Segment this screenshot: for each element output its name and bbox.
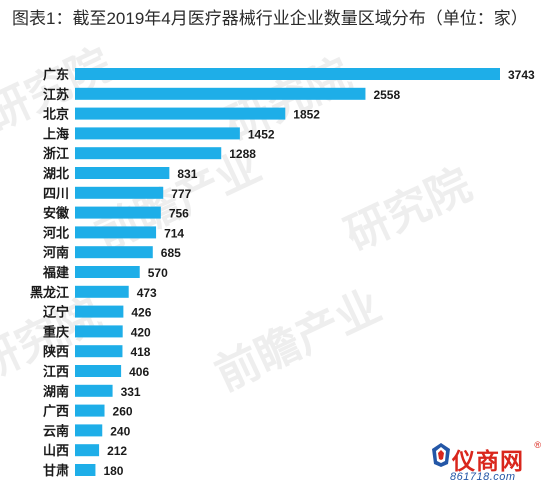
bar <box>75 186 164 199</box>
value-label: 240 <box>110 424 130 438</box>
value-label: 420 <box>131 325 151 339</box>
value-label: 777 <box>171 187 191 201</box>
value-label: 714 <box>164 226 184 240</box>
bar <box>75 226 157 239</box>
bar <box>75 68 500 80</box>
category-label: 黑龙江 <box>30 285 69 300</box>
category-label: 广西 <box>43 404 69 419</box>
logo-registered: ® <box>534 440 541 450</box>
category-label: 河北 <box>43 225 69 240</box>
bar <box>75 87 366 100</box>
bar <box>75 127 240 140</box>
bar <box>75 404 105 417</box>
value-label: 831 <box>177 167 197 181</box>
bar <box>75 444 100 457</box>
value-label: 180 <box>103 464 123 478</box>
bar <box>75 266 140 278</box>
logo-emblem-icon <box>432 443 450 467</box>
logo-name: 仪商网 <box>452 448 524 474</box>
category-label: 广东 <box>43 67 69 82</box>
site-logo: 仪商网 ® 861718.com <box>430 440 545 492</box>
value-label: 406 <box>129 365 149 379</box>
value-label: 2558 <box>373 88 400 102</box>
value-label: 418 <box>130 345 150 359</box>
category-label: 重庆 <box>43 324 69 339</box>
bar <box>75 424 103 437</box>
category-label: 浙江 <box>43 146 69 161</box>
value-label: 756 <box>169 207 189 221</box>
category-label: 上海 <box>43 126 69 141</box>
category-label: 江西 <box>43 364 69 379</box>
category-label: 山西 <box>43 443 69 458</box>
bar <box>75 107 286 120</box>
value-label: 685 <box>161 246 181 260</box>
category-label: 安徽 <box>43 206 70 221</box>
value-label: 212 <box>107 444 127 458</box>
category-label: 四川 <box>43 186 69 201</box>
bar <box>75 206 161 219</box>
value-label: 331 <box>121 385 141 399</box>
bar <box>75 384 113 397</box>
bar <box>75 305 124 318</box>
bar <box>75 325 123 338</box>
category-label: 辽宁 <box>43 305 69 320</box>
value-label: 473 <box>137 286 157 300</box>
value-label: 570 <box>148 266 168 280</box>
value-label: 1452 <box>248 127 275 141</box>
bar <box>75 365 122 377</box>
svg-text:前瞻产业: 前瞻产业 <box>208 281 388 400</box>
bar <box>75 147 222 160</box>
bar <box>75 464 96 476</box>
chart-title: 图表1：截至2019年4月医疗器械行业企业数量区域分布（单位：家） <box>12 9 528 28</box>
category-label: 湖南 <box>43 384 69 399</box>
value-label: 1852 <box>293 108 320 122</box>
svg-text:研究院: 研究院 <box>338 160 478 260</box>
category-label: 陕西 <box>43 344 69 359</box>
category-label: 甘肃 <box>43 463 69 478</box>
value-label: 426 <box>131 306 151 320</box>
value-label: 3743 <box>508 68 535 82</box>
bar <box>75 167 170 179</box>
bar <box>75 285 129 298</box>
logo-url: 861718.com <box>450 471 516 483</box>
category-label: 福建 <box>42 265 69 280</box>
category-label: 云南 <box>43 423 69 438</box>
bars: 广东 3743 江苏 2558 北京 1852 上海 1452 浙江 1288 湖北 831 四川 777… <box>30 67 535 478</box>
bar <box>75 345 123 358</box>
bar <box>75 246 153 259</box>
value-label: 260 <box>113 405 133 419</box>
category-label: 河南 <box>43 245 69 260</box>
category-label: 北京 <box>43 107 69 122</box>
category-label: 湖北 <box>43 166 69 181</box>
value-label: 1288 <box>229 147 256 161</box>
category-label: 江苏 <box>43 87 69 102</box>
